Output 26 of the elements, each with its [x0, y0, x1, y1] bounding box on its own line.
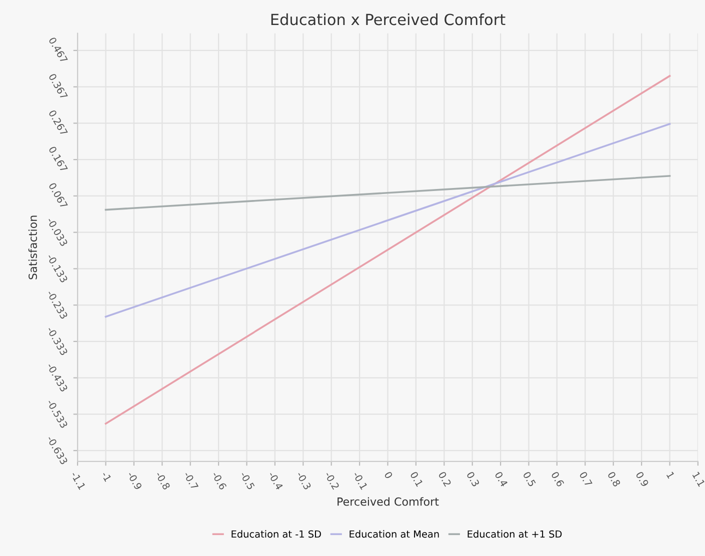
x-tick-label: 0.5 — [522, 471, 536, 487]
x-tick-label: -0.8 — [155, 471, 170, 490]
x-tick-label: -0.3 — [296, 471, 312, 490]
x-axis-title: Perceived Comfort — [338, 497, 439, 506]
chart-title: Education x Perceived Comfort — [271, 13, 506, 26]
legend-label: Education at -1 SD — [232, 530, 321, 538]
x-tick-label: -0.6 — [212, 471, 227, 490]
x-tick-label: 0.9 — [636, 471, 649, 488]
x-tick-label: 0.2 — [438, 471, 452, 487]
x-tick-label: 0.1 — [410, 471, 424, 487]
x-tick-label: -0.7 — [183, 471, 199, 490]
x-tick-label: 0.3 — [466, 471, 480, 487]
y-axis-title: Satisfaction — [28, 216, 37, 280]
x-tick-label: -0.9 — [127, 471, 142, 490]
legend-label: Education at +1 SD — [468, 530, 562, 538]
x-tick-label: 0.7 — [579, 471, 593, 487]
x-tick-label: -0.4 — [268, 471, 284, 490]
x-tick-label: 1 — [666, 472, 675, 479]
x-tick-label: 0.4 — [494, 471, 508, 488]
x-tick-label: 0 — [384, 471, 393, 480]
x-tick-label: 1.1 — [692, 472, 705, 487]
x-tick-label: -1 — [101, 471, 112, 482]
x-tick-label: 0.6 — [550, 471, 564, 488]
x-tick-label: -0.5 — [240, 471, 255, 490]
legend-label: Education at Mean — [350, 530, 439, 538]
x-tick-label: 0.8 — [607, 471, 621, 488]
